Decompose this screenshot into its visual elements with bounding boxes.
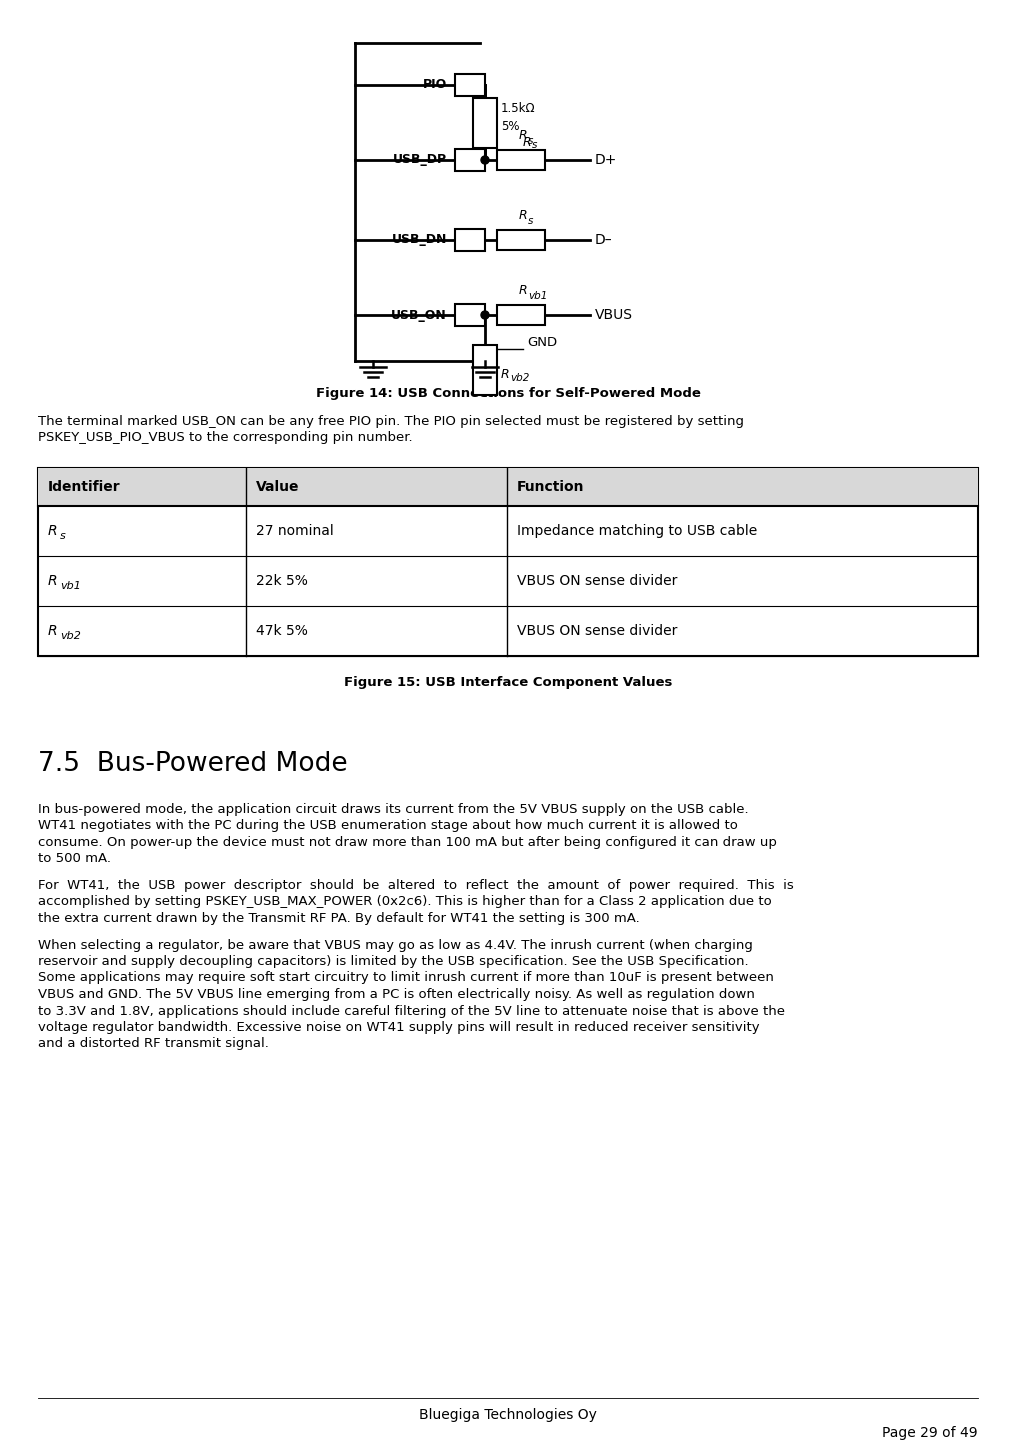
Text: vb1: vb1 [60,581,81,591]
Bar [473,97,497,148]
Text: USB_ON: USB_ON [391,308,447,321]
Text: When selecting a regulator, be aware that VBUS may go as low as 4.4V. The inrush: When selecting a regulator, be aware tha… [38,939,753,952]
Text: D–: D– [595,232,613,247]
Text: 1.5kΩ: 1.5kΩ [501,102,535,115]
Bar [38,468,978,506]
Text: and a distorted RF transmit signal.: and a distorted RF transmit signal. [38,1037,269,1051]
Text: R: R [519,209,527,222]
Text: vb2: vb2 [60,631,81,641]
Text: to 3.3V and 1.8V, applications should include careful filtering of the 5V line t: to 3.3V and 1.8V, applications should in… [38,1004,785,1017]
Text: 22k 5%: 22k 5% [256,574,308,588]
Text: R: R [523,137,531,150]
Text: Bluegiga Technologies Oy: Bluegiga Technologies Oy [419,1408,597,1422]
Text: R: R [519,129,527,142]
Text: PIO: PIO [423,78,447,92]
Circle shape [481,311,489,320]
Text: Function: Function [517,479,584,494]
Text: R: R [48,623,58,638]
Text: vb1: vb1 [528,291,548,301]
Text: R: R [48,574,58,588]
Text: R: R [48,525,58,538]
Text: Page 29 of 49: Page 29 of 49 [882,1425,978,1440]
Text: Value: Value [256,479,300,494]
Text: VBUS ON sense divider: VBUS ON sense divider [517,623,678,638]
Text: PSKEY_USB_PIO_VBUS to the corresponding pin number.: PSKEY_USB_PIO_VBUS to the corresponding … [38,432,412,445]
Text: s: s [528,137,533,145]
Bar [455,230,485,251]
Text: to 500 mA.: to 500 mA. [38,853,111,866]
Bar [473,344,497,395]
Text: Figure 14: USB Connections for Self-Powered Mode: Figure 14: USB Connections for Self-Powe… [316,386,700,400]
Text: For  WT41,  the  USB  power  descriptor  should  be  altered  to  reflect  the  : For WT41, the USB power descriptor shoul… [38,879,793,892]
Text: D+: D+ [595,153,618,167]
Text: s: s [60,530,66,541]
Text: Figure 15: USB Interface Component Values: Figure 15: USB Interface Component Value… [343,676,673,689]
Text: the extra current drawn by the Transmit RF PA. By default for WT41 the setting i: the extra current drawn by the Transmit … [38,912,640,926]
Text: R: R [519,283,527,296]
Text: 47k 5%: 47k 5% [256,623,308,638]
Text: WT41 negotiates with the PC during the USB enumeration stage about how much curr: WT41 negotiates with the PC during the U… [38,819,738,833]
Text: s: s [528,216,533,227]
Text: consume. On power-up the device must not draw more than 100 mA but after being c: consume. On power-up the device must not… [38,835,777,849]
Circle shape [481,155,489,164]
Text: GND: GND [527,337,557,350]
Text: Some applications may require soft start circuitry to limit inrush current if mo: Some applications may require soft start… [38,972,774,985]
Text: Impedance matching to USB cable: Impedance matching to USB cable [517,525,757,538]
Text: Identifier: Identifier [48,479,121,494]
Text: In bus-powered mode, the application circuit draws its current from the 5V VBUS : In bus-powered mode, the application cir… [38,804,749,817]
Bar [497,305,545,325]
Bar [38,468,978,655]
Text: 27 nominal: 27 nominal [256,525,333,538]
Text: USB_DP: USB_DP [393,154,447,167]
Text: USB_DN: USB_DN [391,234,447,247]
Text: The terminal marked USB_ON can be any free PIO pin. The PIO pin selected must be: The terminal marked USB_ON can be any fr… [38,416,744,429]
Bar [497,150,545,170]
Text: VBUS ON sense divider: VBUS ON sense divider [517,574,678,588]
Text: s: s [532,141,537,151]
Text: 7.5  Bus-Powered Mode: 7.5 Bus-Powered Mode [38,751,347,777]
Bar [455,150,485,171]
Text: vb2: vb2 [510,373,529,384]
Text: R: R [501,368,510,381]
Text: VBUS and GND. The 5V VBUS line emerging from a PC is often electrically noisy. A: VBUS and GND. The 5V VBUS line emerging … [38,988,755,1001]
Bar [455,74,485,96]
Text: 5%: 5% [501,121,519,134]
Text: reservoir and supply decoupling capacitors) is limited by the USB specification.: reservoir and supply decoupling capacito… [38,955,749,968]
Text: voltage regulator bandwidth. Excessive noise on WT41 supply pins will result in : voltage regulator bandwidth. Excessive n… [38,1021,760,1035]
Bar [497,230,545,250]
Text: accomplished by setting PSKEY_USB_MAX_POWER (0x2c6). This is higher than for a C: accomplished by setting PSKEY_USB_MAX_PO… [38,895,772,908]
Text: VBUS: VBUS [595,308,633,323]
Bar [455,304,485,325]
